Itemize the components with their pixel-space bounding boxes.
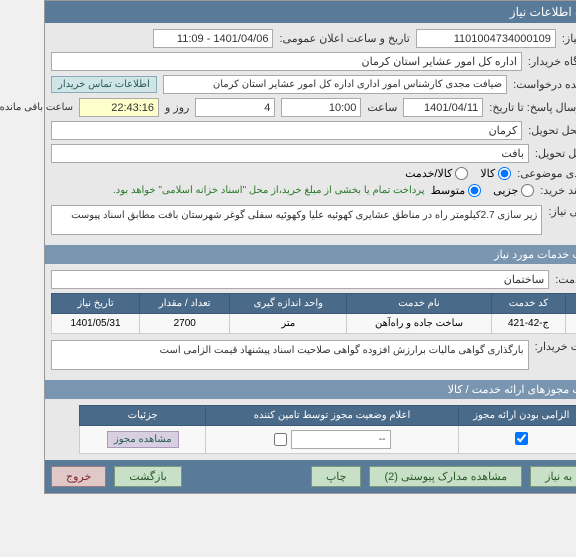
cell-date: 1401/05/31 (8, 314, 96, 334)
need-number-value: 1101004734000109 (372, 29, 512, 48)
days-value: 4 (151, 98, 231, 117)
deadline-label: مهلت ارسال پاسخ: تا تاریخ: (445, 101, 569, 114)
process-low-option[interactable]: جزیی (449, 184, 490, 197)
table-row: 1 ج-42-421 ساخت جاده و راه‌آهن متر 2700 … (8, 314, 569, 334)
group-label: گروه خدمت: (511, 273, 569, 286)
remain-label: ساعت باقی مانده (0, 102, 29, 113)
permits-row: -- مشاهده مجوز (36, 426, 541, 454)
window-header: جزئیات اطلاعات نیاز (1, 1, 575, 23)
category-service-radio[interactable] (411, 167, 424, 180)
group-value: ساختمان (7, 270, 505, 289)
province-label: استان محل تحویل: (484, 124, 569, 137)
mandatory-checkbox[interactable] (471, 432, 484, 445)
permits-table: الزامی بودن ارائه مجوز اعلام وضعیت مجوز … (35, 405, 541, 454)
col-date: تاریخ نیاز (8, 294, 96, 314)
contact-button[interactable]: اطلاعات تماس خریدار (7, 76, 113, 93)
window-title: جزئیات اطلاعات نیاز (466, 5, 567, 19)
cell-details: مشاهده مجوز (36, 426, 162, 454)
deadline-time: 10:00 (237, 98, 317, 117)
desc-value: زیر سازی 2.7کیلومتر راه در مناطق عشایری … (7, 205, 498, 235)
table-header-row: ردیف کد خدمت نام خدمت واحد اندازه گیری ت… (8, 294, 569, 314)
return-button[interactable]: بازگشت (70, 466, 138, 487)
col-details: جزئیات (36, 406, 162, 426)
cell-qty: 2700 (96, 314, 186, 334)
status-select[interactable]: -- (247, 430, 347, 449)
creator-label: ایجاد کننده درخواست: (469, 78, 569, 91)
org-label: نام دستگاه خریدار: (484, 55, 569, 68)
creator-value: ضیافت مجدی کارشناس امور اداری اداره کل ا… (119, 75, 463, 94)
category-label: طبقه بندی موضوعی: (473, 167, 569, 180)
process-label: نوع فرآیند خرید: (496, 184, 569, 197)
buyer-note-value: بارگذاری گواهی مالیات برارزش افزوده گواه… (7, 340, 485, 370)
cell-mandatory (414, 426, 540, 454)
category-service-option[interactable]: کالا/خدمت (361, 167, 424, 180)
col-status: اعلام وضعیت مجوز توسط تامین کننده (162, 406, 414, 426)
respond-button[interactable]: پاسخ به نیاز (486, 466, 569, 487)
cell-row: 1 (522, 314, 569, 334)
attachments-button[interactable]: مشاهده مدارک پیوستی (2) (325, 466, 478, 487)
city-label: شهر محل تحویل: (491, 147, 569, 160)
col-unit: واحد اندازه گیری (186, 294, 303, 314)
deadline-date: 1401/04/11 (359, 98, 439, 117)
category-kala-radio[interactable] (454, 167, 467, 180)
col-name: نام خدمت (303, 294, 448, 314)
org-value: اداره کل امور عشایر استان کرمان (7, 52, 478, 71)
view-permit-button[interactable]: مشاهده مجوز (63, 431, 135, 448)
section-services-header: اطلاعات خدمات مورد نیاز (1, 245, 575, 264)
category-kala-option[interactable]: کالا (436, 167, 467, 180)
print-button[interactable]: چاپ (267, 466, 318, 487)
status-checkbox[interactable] (230, 433, 243, 446)
col-code: کد خدمت (447, 294, 521, 314)
province-value: کرمان (7, 121, 478, 140)
services-table: ردیف کد خدمت نام خدمت واحد اندازه گیری ت… (7, 293, 569, 334)
col-row: ردیف (522, 294, 569, 314)
desc-label: شرح کلی نیاز: (504, 205, 569, 218)
city-value: بافت (7, 144, 485, 163)
buyer-note-label: توضیحات خریدار: (491, 340, 569, 353)
col-qty: تعداد / مقدار (96, 294, 186, 314)
announce-value: 1401/04/06 - 11:09 (109, 29, 229, 48)
process-med-radio[interactable] (424, 184, 437, 197)
process-med-option[interactable]: متوسط (387, 184, 438, 197)
col-mandatory: الزامی بودن ارائه مجوز (414, 406, 540, 426)
remain-time: 22:43:16 (35, 98, 115, 117)
process-note: پرداخت تمام یا بخشی از مبلغ خرید،از محل … (69, 185, 381, 196)
time-label: ساعت (323, 101, 353, 114)
day-label: روز و (121, 101, 145, 114)
category-radio-group: کالا کالا/خدمت (361, 167, 467, 180)
footer-bar: پاسخ به نیاز مشاهده مدارک پیوستی (2) چاپ… (1, 460, 575, 493)
cell-code: ج-42-421 (447, 314, 521, 334)
cell-status: -- (162, 426, 414, 454)
process-low-radio[interactable] (477, 184, 490, 197)
cell-unit: متر (186, 314, 303, 334)
section-permits-header: اطلاعات مجوزهای ارائه خدمت / کالا (1, 380, 575, 399)
cell-name: ساخت جاده و راه‌آهن (303, 314, 448, 334)
process-radio-group: جزیی متوسط (387, 184, 491, 197)
exit-button[interactable]: خروج (7, 466, 62, 487)
need-number-label: شماره نیاز: (518, 32, 569, 45)
announce-label: تاریخ و ساعت اعلان عمومی: (235, 32, 365, 45)
permits-header-row: الزامی بودن ارائه مجوز اعلام وضعیت مجوز … (36, 406, 541, 426)
